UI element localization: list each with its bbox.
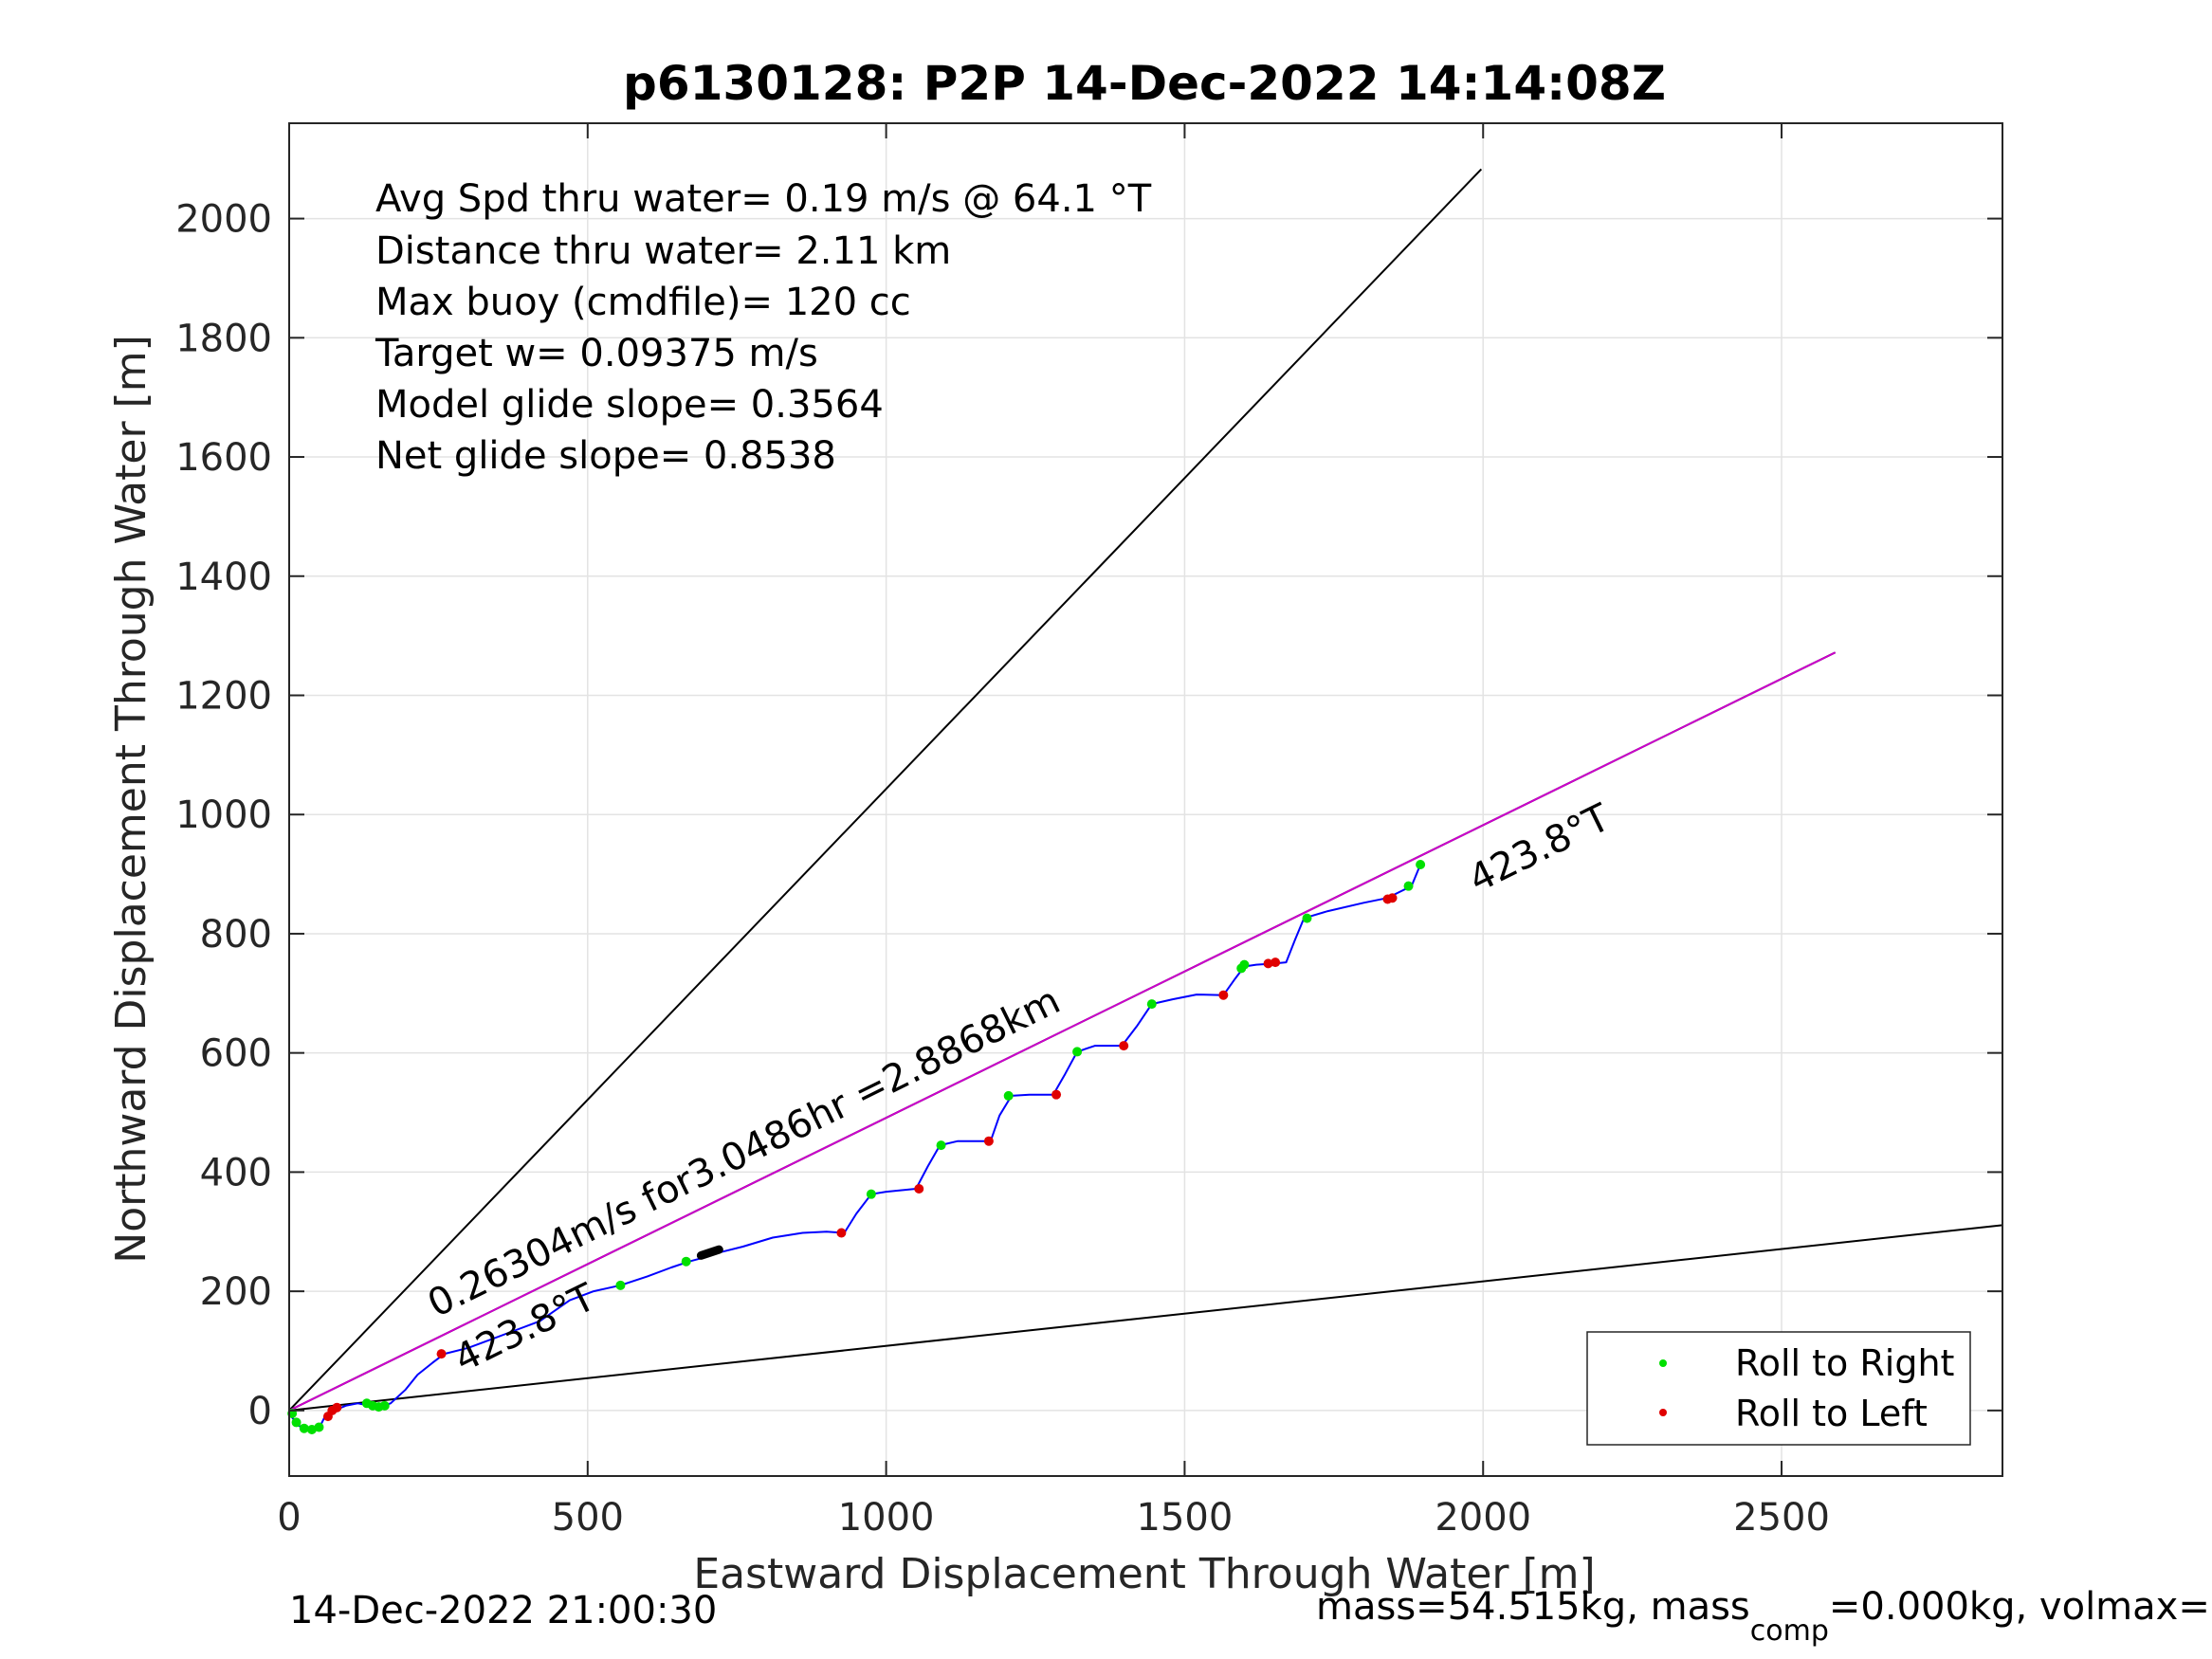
info-distance: Distance thru water= 2.11 km xyxy=(375,229,951,273)
y-tick-label: 2000 xyxy=(175,198,272,242)
footer-mass-subscript: comp xyxy=(1750,1614,1829,1648)
plot-frame xyxy=(288,122,2003,1477)
footer-mass: mass=54.515kg, masscomp=0.000kg, volmax= xyxy=(1316,1585,2210,1648)
roll-left-point xyxy=(1263,958,1273,969)
y-tick-label: 800 xyxy=(200,913,272,957)
roll-left-point xyxy=(436,1349,447,1359)
info-block: Avg Spd thru water= 0.19 m/s @ 64.1 °T D… xyxy=(375,177,1152,478)
y-tick-label: 200 xyxy=(200,1270,272,1314)
roll-right-point xyxy=(866,1189,876,1199)
roll-right-point xyxy=(1072,1047,1083,1057)
x-tick-label: 2000 xyxy=(1435,1496,1531,1540)
roll-right-point xyxy=(1239,959,1250,970)
y-tick-label: 1200 xyxy=(175,674,272,718)
roll-left-point xyxy=(1218,990,1229,1000)
roll-left-point xyxy=(1271,957,1281,968)
x-tick-label: 0 xyxy=(277,1496,301,1540)
roll-right-point xyxy=(1146,999,1157,1010)
roll-right-point xyxy=(681,1256,691,1267)
info-model-glide-slope: Model glide slope= 0.3564 xyxy=(375,383,884,427)
roll-right-point xyxy=(1302,913,1312,923)
x-tick-label: 500 xyxy=(552,1496,624,1540)
roll-right-point xyxy=(306,1424,317,1434)
reference-lines xyxy=(288,168,2003,1412)
legend-marker-roll-left xyxy=(1659,1409,1667,1416)
info-target-w: Target w= 0.09375 m/s xyxy=(375,332,818,375)
roll-left-point xyxy=(1119,1041,1129,1051)
roll-left-point xyxy=(332,1402,342,1413)
roll-left-point xyxy=(836,1228,847,1238)
roll-right-point xyxy=(299,1423,309,1433)
roll-left-point xyxy=(983,1136,994,1146)
reference-line xyxy=(288,1224,2003,1412)
roll-right-point xyxy=(1416,860,1426,870)
roll-right-point xyxy=(1003,1090,1014,1101)
legend: Roll to Right Roll to Left xyxy=(1586,1331,1971,1446)
y-tick-label: 1800 xyxy=(175,317,272,360)
roll-right-point xyxy=(379,1400,390,1411)
y-tick-label: 600 xyxy=(200,1032,272,1076)
roll-right-point xyxy=(1403,881,1414,891)
axis-ticks: 0 500 1000 1500 2000 2500 0 200 400 600 800 1000 120… xyxy=(175,123,2002,1540)
legend-box xyxy=(1586,1331,1971,1446)
x-axis-label: Eastward Displacement Through Water [m] xyxy=(693,1550,1595,1598)
roll-left-point xyxy=(1051,1089,1062,1100)
roll-right-point xyxy=(615,1280,626,1290)
x-tick-label: 1000 xyxy=(838,1496,935,1540)
info-max-buoy: Max buoy (cmdfile)= 120 cc xyxy=(375,281,911,324)
info-net-glide-slope: Net glide slope= 0.8538 xyxy=(375,434,836,478)
footer-mass-prefix: mass=54.515kg, mass xyxy=(1316,1585,1750,1629)
footer-mass-suffix: =0.000kg, volmax= xyxy=(1829,1585,2210,1629)
y-tick-label: 400 xyxy=(200,1151,272,1194)
roll-right-point xyxy=(291,1417,302,1428)
y-axis-label: Northward Displacement Through Water [m] xyxy=(107,335,155,1263)
y-tick-label: 0 xyxy=(248,1390,272,1433)
track-highlight-segment xyxy=(696,1245,723,1260)
footer-timestamp: 14-Dec-2022 21:00:30 xyxy=(289,1589,717,1632)
roll-left-point xyxy=(914,1183,924,1194)
x-tick-label: 1500 xyxy=(1137,1496,1234,1540)
roll-right-point xyxy=(314,1422,324,1432)
x-tick-label: 2500 xyxy=(1733,1496,1830,1540)
info-avg-speed: Avg Spd thru water= 0.19 m/s @ 64.1 °T xyxy=(375,177,1152,221)
plot-area xyxy=(289,123,2002,1476)
legend-label-roll-left: Roll to Left xyxy=(1735,1393,1928,1434)
legend-marker-roll-right xyxy=(1659,1359,1667,1367)
roll-points xyxy=(287,860,1426,1434)
roll-right-point xyxy=(936,1140,946,1151)
legend-label-roll-right: Roll to Right xyxy=(1735,1342,1954,1384)
reference-line xyxy=(288,651,1837,1412)
roll-left-point xyxy=(1387,893,1398,903)
chart-title: p6130128: P2P 14-Dec-2022 14:14:08Z xyxy=(623,56,1666,111)
y-tick-label: 1600 xyxy=(175,436,272,480)
y-tick-label: 1000 xyxy=(175,793,272,837)
y-tick-label: 1400 xyxy=(175,556,272,599)
reference-line xyxy=(288,168,1483,1412)
